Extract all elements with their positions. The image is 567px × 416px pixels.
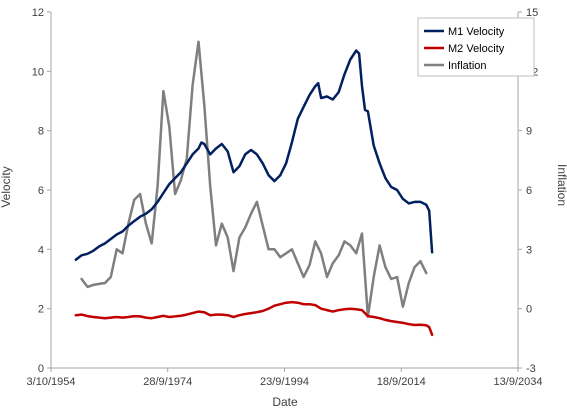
x-tick-label: 13/9/2034 xyxy=(494,376,543,388)
y-left-tick-label: 6 xyxy=(38,185,44,197)
y-axis-right-title: Inflation xyxy=(555,164,567,206)
y-left-tick-label: 12 xyxy=(32,7,44,19)
y-left-tick-label: 2 xyxy=(38,304,44,316)
y-right-tick-label: 0 xyxy=(526,304,532,316)
series-line-inflation xyxy=(80,40,428,318)
x-axis-title: Date xyxy=(272,395,298,409)
y-right-tick-label: 9 xyxy=(526,126,532,138)
x-tick-label: 23/9/1994 xyxy=(260,376,309,388)
series-line-m2-velocity xyxy=(74,300,434,337)
y-left-tick-label: 0 xyxy=(38,363,44,375)
x-tick-label: 18/9/2014 xyxy=(377,376,426,388)
y-right-tick-label: -3 xyxy=(526,363,536,375)
legend-label-inflation: Inflation xyxy=(448,60,487,72)
y-left-tick-label: 8 xyxy=(38,126,44,138)
y-left-tick-label: 10 xyxy=(32,66,44,78)
y-right-tick-label: 3 xyxy=(526,244,532,256)
legend-label-m2-velocity: M2 Velocity xyxy=(448,43,505,55)
y-right-tick-label: 6 xyxy=(526,185,532,197)
y-right-tick-label: 15 xyxy=(526,7,538,19)
chart-series xyxy=(74,40,434,337)
legend: M1 Velocity M2 Velocity Inflation xyxy=(417,17,535,77)
y-axis-left-title: Velocity xyxy=(0,166,13,207)
x-tick-label: 3/10/1954 xyxy=(27,376,76,388)
legend-label-m1-velocity: M1 Velocity xyxy=(448,26,505,38)
series-line-m1-velocity xyxy=(74,49,434,261)
x-tick-label: 28/9/1974 xyxy=(143,376,192,388)
y-left-tick-label: 4 xyxy=(38,244,44,256)
